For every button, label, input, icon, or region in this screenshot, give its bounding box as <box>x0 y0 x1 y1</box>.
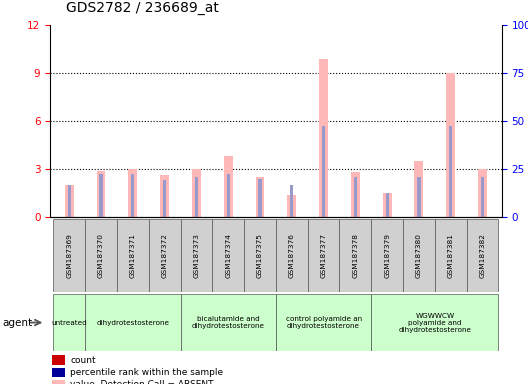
Text: GDS2782 / 236689_at: GDS2782 / 236689_at <box>66 2 219 15</box>
Bar <box>481 177 484 217</box>
Bar <box>52 368 65 377</box>
Bar <box>181 219 212 292</box>
Text: GSM187376: GSM187376 <box>289 233 295 278</box>
Text: bicalutamide and
dihydrotestosterone: bicalutamide and dihydrotestosterone <box>192 316 265 329</box>
Bar <box>149 219 181 292</box>
Bar <box>354 177 357 217</box>
Bar <box>192 169 201 217</box>
Bar <box>128 169 137 217</box>
Bar <box>371 294 498 351</box>
Bar <box>403 219 435 292</box>
Bar <box>244 219 276 292</box>
Bar <box>467 219 498 292</box>
Bar <box>308 219 340 292</box>
Bar <box>417 177 420 217</box>
Bar <box>53 294 85 351</box>
Bar <box>414 161 423 217</box>
Bar <box>117 219 149 292</box>
Bar <box>351 172 360 217</box>
Text: percentile rank within the sample: percentile rank within the sample <box>70 368 223 377</box>
Bar <box>258 179 261 217</box>
Text: GSM187379: GSM187379 <box>384 233 390 278</box>
Bar <box>385 193 389 217</box>
Bar <box>160 175 169 217</box>
Text: GSM187372: GSM187372 <box>162 233 167 278</box>
Bar <box>65 185 74 217</box>
Text: GSM187370: GSM187370 <box>98 233 104 278</box>
Bar <box>99 174 102 217</box>
Text: value, Detection Call = ABSENT: value, Detection Call = ABSENT <box>70 381 214 384</box>
Bar <box>212 219 244 292</box>
Bar <box>85 294 181 351</box>
Bar <box>446 73 455 217</box>
Text: agent: agent <box>3 318 33 328</box>
Bar <box>322 126 325 217</box>
Text: GSM187378: GSM187378 <box>352 233 359 278</box>
Bar <box>287 195 296 217</box>
Bar <box>181 294 276 351</box>
Bar <box>371 219 403 292</box>
Text: GSM187377: GSM187377 <box>320 233 326 278</box>
Text: GSM187380: GSM187380 <box>416 233 422 278</box>
Text: GSM187373: GSM187373 <box>193 233 200 278</box>
Bar <box>68 185 71 217</box>
Text: WGWWCW
polyamide and
dihydrotestosterone: WGWWCW polyamide and dihydrotestosterone <box>398 313 472 333</box>
Text: GSM187375: GSM187375 <box>257 233 263 278</box>
Bar <box>276 294 371 351</box>
Text: GSM187371: GSM187371 <box>130 233 136 278</box>
Bar <box>131 174 135 217</box>
Bar <box>52 380 65 384</box>
Text: control polyamide an
dihydrotestosterone: control polyamide an dihydrotestosterone <box>286 316 362 329</box>
Bar <box>195 177 198 217</box>
Bar <box>97 170 106 217</box>
Bar <box>276 219 308 292</box>
Text: untreated: untreated <box>51 319 87 326</box>
Text: GSM187374: GSM187374 <box>225 233 231 278</box>
Text: count: count <box>70 356 96 364</box>
Bar <box>256 177 265 217</box>
Text: dihydrotestosterone: dihydrotestosterone <box>96 319 169 326</box>
Bar <box>224 156 233 217</box>
Text: GSM187381: GSM187381 <box>448 233 454 278</box>
Bar <box>227 174 230 217</box>
Text: GSM187369: GSM187369 <box>66 233 72 278</box>
Bar <box>163 180 166 217</box>
Bar <box>449 126 452 217</box>
Bar <box>85 219 117 292</box>
Bar <box>319 59 328 217</box>
Bar <box>52 355 65 365</box>
Bar <box>383 193 392 217</box>
Bar <box>53 219 85 292</box>
Bar <box>290 185 294 217</box>
Bar <box>340 219 371 292</box>
Bar <box>478 169 487 217</box>
Text: GSM187382: GSM187382 <box>479 233 486 278</box>
Bar <box>435 219 467 292</box>
